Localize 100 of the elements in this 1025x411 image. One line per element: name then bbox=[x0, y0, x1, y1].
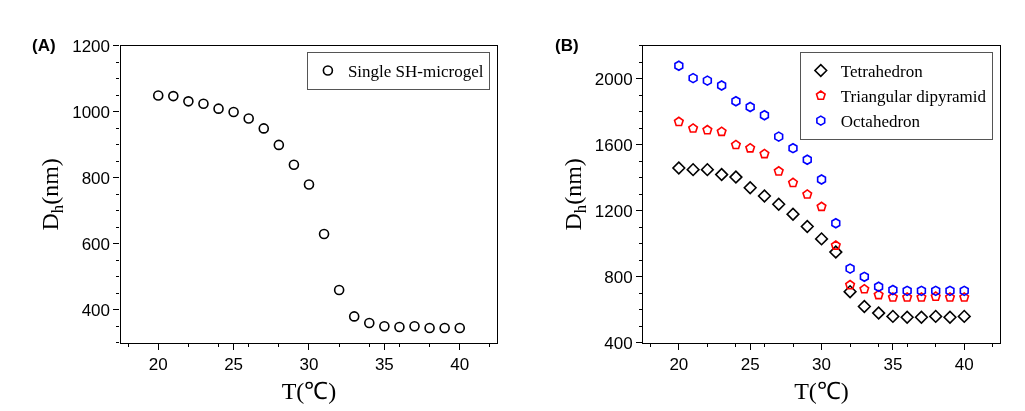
point bbox=[409, 320, 420, 332]
point bbox=[700, 162, 715, 177]
x-tick-label: 35 bbox=[883, 355, 903, 375]
chart-title: (B) bbox=[555, 36, 579, 55]
point bbox=[379, 320, 390, 332]
point bbox=[288, 159, 300, 170]
point bbox=[348, 311, 360, 322]
point bbox=[902, 285, 912, 297]
point bbox=[802, 154, 812, 166]
point bbox=[363, 317, 375, 329]
legend-label: Octahedron bbox=[840, 112, 921, 132]
point bbox=[945, 285, 955, 297]
point bbox=[688, 123, 699, 133]
point bbox=[959, 292, 970, 302]
point bbox=[745, 101, 755, 113]
x-tick-label: 40 bbox=[450, 355, 470, 375]
point bbox=[273, 139, 285, 151]
point bbox=[688, 72, 698, 84]
point bbox=[957, 309, 971, 324]
point bbox=[816, 201, 827, 212]
point bbox=[859, 283, 870, 294]
point bbox=[816, 174, 827, 185]
point bbox=[686, 162, 700, 177]
y-tick-label: 1200 bbox=[72, 36, 110, 56]
chart-title: (A) bbox=[32, 36, 56, 55]
point bbox=[183, 96, 194, 107]
point bbox=[716, 126, 727, 137]
point bbox=[730, 139, 741, 150]
point bbox=[800, 219, 814, 234]
point bbox=[916, 285, 927, 297]
point bbox=[859, 271, 870, 283]
point bbox=[888, 284, 898, 296]
point bbox=[424, 322, 435, 334]
point bbox=[168, 90, 179, 102]
legend-label: Tetrahedron bbox=[840, 62, 924, 82]
point bbox=[829, 245, 843, 259]
point bbox=[228, 106, 239, 118]
x-tick-label: 20 bbox=[148, 355, 168, 375]
point bbox=[786, 207, 800, 221]
x-axis-title: T(℃) bbox=[281, 377, 337, 404]
point bbox=[773, 165, 784, 176]
point bbox=[674, 60, 684, 72]
y-tick-label: 800 bbox=[81, 168, 110, 188]
point bbox=[873, 289, 884, 300]
point bbox=[788, 142, 798, 154]
x-tick-label: 30 bbox=[812, 355, 831, 375]
point bbox=[959, 285, 969, 297]
point bbox=[873, 281, 884, 293]
point bbox=[902, 292, 913, 302]
x-tick-label: 20 bbox=[669, 355, 689, 375]
point bbox=[759, 148, 770, 159]
point bbox=[673, 116, 684, 127]
point bbox=[814, 232, 829, 246]
point bbox=[857, 299, 871, 314]
point bbox=[743, 181, 757, 195]
point bbox=[333, 284, 345, 296]
point bbox=[702, 75, 713, 86]
point bbox=[830, 240, 841, 250]
point bbox=[916, 292, 927, 302]
point bbox=[672, 161, 686, 175]
x-tick-label: 40 bbox=[954, 355, 974, 375]
y-tick-label: 800 bbox=[604, 267, 633, 287]
y-tick-label: 600 bbox=[81, 234, 110, 254]
point bbox=[745, 142, 756, 153]
point bbox=[831, 217, 841, 229]
point bbox=[152, 90, 164, 101]
x-tick-label: 35 bbox=[374, 355, 394, 375]
point bbox=[887, 292, 898, 302]
point bbox=[759, 109, 770, 121]
point bbox=[716, 80, 727, 91]
point bbox=[439, 322, 450, 334]
point bbox=[845, 263, 855, 274]
point bbox=[303, 179, 315, 190]
point bbox=[845, 279, 856, 290]
point bbox=[843, 285, 857, 299]
legend-label: Triangular dipyramid bbox=[840, 87, 987, 107]
point bbox=[729, 170, 743, 184]
point bbox=[394, 321, 405, 333]
point bbox=[731, 95, 741, 107]
point bbox=[944, 292, 956, 302]
x-tick-label: 25 bbox=[224, 355, 244, 375]
point bbox=[702, 124, 713, 135]
point bbox=[772, 197, 786, 211]
point bbox=[774, 131, 784, 142]
y-tick-label: 400 bbox=[604, 333, 633, 353]
point bbox=[243, 113, 254, 124]
point bbox=[929, 309, 943, 324]
point bbox=[871, 306, 886, 320]
point bbox=[930, 291, 941, 302]
point bbox=[943, 310, 957, 324]
x-tick-label: 25 bbox=[740, 355, 760, 375]
point bbox=[213, 103, 224, 114]
legend-label: Single SH-microgel bbox=[347, 62, 484, 82]
y-tick-label: 1200 bbox=[594, 201, 633, 221]
point bbox=[454, 322, 466, 334]
x-axis-title: T(℃) bbox=[794, 377, 849, 404]
point bbox=[318, 228, 330, 240]
point bbox=[802, 189, 813, 199]
point bbox=[914, 310, 929, 324]
point bbox=[931, 285, 941, 297]
